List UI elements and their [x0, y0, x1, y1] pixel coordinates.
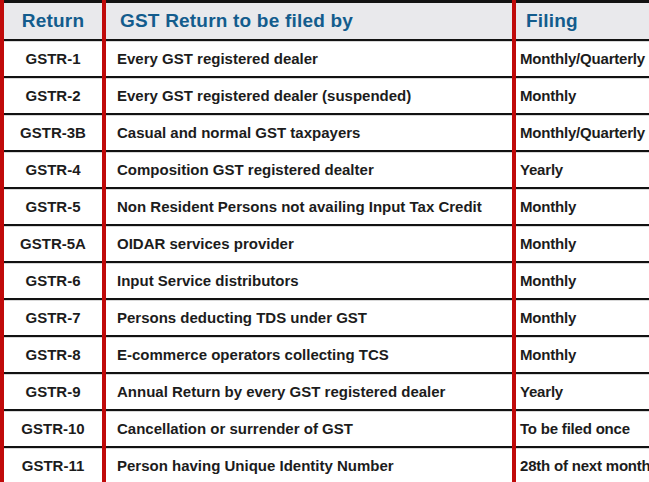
- header-return: Return: [2, 2, 104, 40]
- filing-cell: Monthly: [514, 77, 649, 114]
- table-row: GSTR-5A OIDAR services provider Monthly: [2, 225, 649, 262]
- header-filing: Filing: [514, 2, 649, 40]
- filing-cell: Yearly: [514, 373, 649, 410]
- description-cell: Composition GST registered dealter: [104, 151, 514, 188]
- description-cell: Every GST registered dealer (suspended): [104, 77, 514, 114]
- table-row: GSTR-6 Input Service distributors Monthl…: [2, 262, 649, 299]
- filing-cell: Monthly: [514, 262, 649, 299]
- table-row: GSTR-10 Cancellation or surrender of GST…: [2, 410, 649, 447]
- description-cell: Every GST registered dealer: [104, 40, 514, 77]
- gst-returns-table-graphic: Return GST Return to be filed by Filing …: [0, 0, 649, 482]
- description-cell: Input Service distributors: [104, 262, 514, 299]
- description-cell: Persons deducting TDS under GST: [104, 299, 514, 336]
- description-cell: Cancellation or surrender of GST: [104, 410, 514, 447]
- header-row: Return GST Return to be filed by Filing: [2, 2, 649, 40]
- description-cell: Annual Return by every GST registered de…: [104, 373, 514, 410]
- description-cell: Casual and normal GST taxpayers: [104, 114, 514, 151]
- filing-cell: Monthly: [514, 225, 649, 262]
- table-row: GSTR-8 E-commerce operators collecting T…: [2, 336, 649, 373]
- table-row: GSTR-4 Composition GST registered dealte…: [2, 151, 649, 188]
- table-row: GSTR-2 Every GST registered dealer (susp…: [2, 77, 649, 114]
- return-cell: GSTR-1: [2, 40, 104, 77]
- filing-cell: Monthly/Quarterly: [514, 114, 649, 151]
- description-cell: E-commerce operators collecting TCS: [104, 336, 514, 373]
- filing-cell: 28th of next month: [514, 447, 649, 482]
- gst-returns-table: Return GST Return to be filed by Filing …: [0, 0, 649, 482]
- return-cell: GSTR-11: [2, 447, 104, 482]
- table-row: GSTR-1 Every GST registered dealer Month…: [2, 40, 649, 77]
- return-cell: GSTR-10: [2, 410, 104, 447]
- description-cell: OIDAR services provider: [104, 225, 514, 262]
- table-row: GSTR-7 Persons deducting TDS under GST M…: [2, 299, 649, 336]
- filing-cell: Monthly: [514, 188, 649, 225]
- filing-cell: Yearly: [514, 151, 649, 188]
- return-cell: GSTR-8: [2, 336, 104, 373]
- return-cell: GSTR-6: [2, 262, 104, 299]
- return-cell: GSTR-4: [2, 151, 104, 188]
- filing-cell: To be filed once: [514, 410, 649, 447]
- return-cell: GSTR-2: [2, 77, 104, 114]
- return-cell: GSTR-3B: [2, 114, 104, 151]
- description-cell: Person having Unique Identity Number: [104, 447, 514, 482]
- filing-cell: Monthly: [514, 336, 649, 373]
- return-cell: GSTR-5: [2, 188, 104, 225]
- table-row: GSTR-3B Casual and normal GST taxpayers …: [2, 114, 649, 151]
- return-cell: GSTR-9: [2, 373, 104, 410]
- table-row: GSTR-9 Annual Return by every GST regist…: [2, 373, 649, 410]
- table-row: GSTR-11 Person having Unique Identity Nu…: [2, 447, 649, 482]
- return-cell: GSTR-5A: [2, 225, 104, 262]
- table-row: GSTR-5 Non Resident Persons not availing…: [2, 188, 649, 225]
- return-cell: GSTR-7: [2, 299, 104, 336]
- header-filed-by: GST Return to be filed by: [104, 2, 514, 40]
- filing-cell: Monthly: [514, 299, 649, 336]
- description-cell: Non Resident Persons not availing Input …: [104, 188, 514, 225]
- filing-cell: Monthly/Quarterly: [514, 40, 649, 77]
